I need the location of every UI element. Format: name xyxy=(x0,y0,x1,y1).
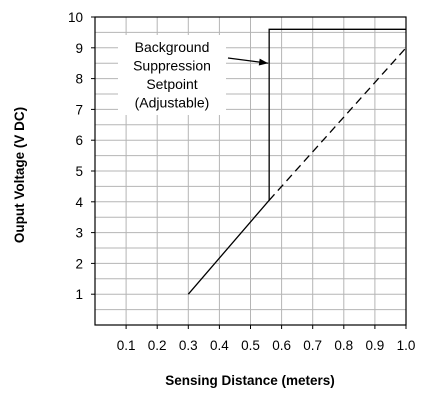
annotation-text-line: Setpoint xyxy=(146,76,197,92)
y-tick-label: 6 xyxy=(75,133,83,148)
grid xyxy=(94,16,407,326)
x-tick-label: 0.7 xyxy=(303,338,322,353)
y-tick-label: 4 xyxy=(75,195,83,210)
y-tick-labels: 1 2 3 4 5 6 7 8 9 10 xyxy=(68,10,95,302)
x-tick-label: 0.5 xyxy=(241,338,260,353)
x-tick-label: 0.1 xyxy=(117,338,136,353)
series-line-solid xyxy=(187,28,406,295)
y-tick-label: 1 xyxy=(75,287,83,302)
y-tick-label: 2 xyxy=(75,256,83,271)
annotation-text-line: (Adjustable) xyxy=(135,95,210,111)
x-tick-label: 0.8 xyxy=(334,338,353,353)
y-tick-label: 8 xyxy=(75,72,83,87)
y-tick-label: 10 xyxy=(68,10,83,25)
annotation: Background Suppression Setpoint (Adjustable… xyxy=(118,35,269,115)
annotation-arrowhead xyxy=(258,58,269,66)
y-tick-label: 5 xyxy=(75,164,83,179)
x-axis-title: Sensing Distance (meters) xyxy=(165,373,335,388)
annotation-background xyxy=(118,35,226,115)
x-tick-label: 0.3 xyxy=(179,338,198,353)
x-tick-labels: 0.1 0.2 0.3 0.4 0.5 0.6 0.7 0.8 0.9 1.0 xyxy=(117,325,416,353)
annotation-text-line: Background xyxy=(135,39,210,55)
annotation-text-line: Suppression xyxy=(133,58,211,74)
y-tick-label: 7 xyxy=(75,102,83,117)
x-tick-label: 0.9 xyxy=(366,338,385,353)
y-tick-label: 9 xyxy=(75,41,83,56)
x-tick-label: 0.6 xyxy=(272,338,291,353)
series-line-dashed xyxy=(268,47,407,201)
x-tick-label: 1.0 xyxy=(397,338,416,353)
y-axis-title: Ouput Voltage (V DC) xyxy=(12,107,27,243)
series-lines xyxy=(187,28,407,295)
y-tick-label: 3 xyxy=(75,226,83,241)
x-tick-label: 0.2 xyxy=(148,338,167,353)
x-tick-label: 0.4 xyxy=(210,338,229,353)
